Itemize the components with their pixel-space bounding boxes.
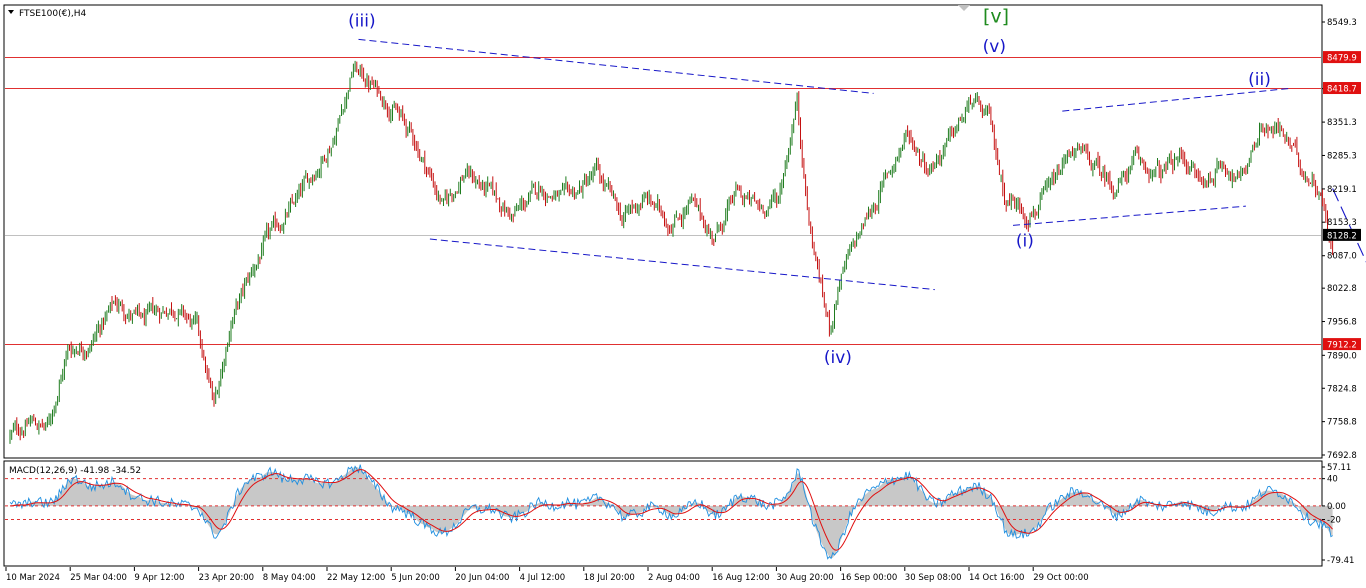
price-tick-label: 8219.1 xyxy=(1327,185,1357,195)
time-tick-label: 29 Oct 00:00 xyxy=(1033,573,1088,583)
price-tick-label: 8351.3 xyxy=(1327,118,1357,128)
macd-title: MACD(12,26,9) -41.98 -34.52 xyxy=(9,466,141,476)
time-axis: 10 Mar 2024 25 Mar 04:00 9 Apr 12:00 23 Apr… xyxy=(5,567,1089,583)
time-tick-label: 20 Jun 04:00 xyxy=(455,573,509,583)
time-tick-label: 5 Jun 20:00 xyxy=(391,573,440,583)
horizontal-levels xyxy=(5,57,1321,345)
price-tick-label: 7890.0 xyxy=(1327,351,1357,361)
price-tick-label: 8549.3 xyxy=(1327,18,1357,28)
level-tag-label: 8479.9 xyxy=(1327,54,1357,64)
channel-line xyxy=(429,238,935,291)
time-tick-label: 16 Sep 00:00 xyxy=(841,573,898,583)
macd-axis: 57.11 40 0.00 -20 -79.41 xyxy=(1322,463,1354,566)
time-tick-label: 9 Apr 12:00 xyxy=(134,573,184,583)
channel-line xyxy=(1012,205,1246,226)
time-tick-label: 23 Apr 20:00 xyxy=(199,573,254,583)
price-tick-label: 8087.0 xyxy=(1327,252,1357,262)
price-tick-label: 8153.3 xyxy=(1327,218,1357,228)
time-tick-label: 30 Sep 08:00 xyxy=(905,573,962,583)
wave-channel-lines xyxy=(358,38,1291,291)
macd-line xyxy=(9,464,1333,560)
level-tag-label: 7912.2 xyxy=(1327,341,1357,351)
projection-path xyxy=(1332,188,1366,263)
macd-tick-label: 57.11 xyxy=(1327,463,1351,473)
time-tick-label: 14 Oct 16:00 xyxy=(969,573,1024,583)
current-price-tag xyxy=(1323,228,1361,241)
time-tick-label: 30 Aug 20:00 xyxy=(776,573,833,583)
wave-labels: (iii)[v](v)(iv)(i)(ii)(iii) xyxy=(348,6,1271,368)
price-tick-label: 7956.8 xyxy=(1327,318,1357,328)
candles xyxy=(9,60,1334,444)
symbol-title: FTSE100(€),H4 xyxy=(19,9,86,19)
macd-tick-label: -79.41 xyxy=(1327,556,1354,566)
macd-plot xyxy=(5,464,1333,560)
time-tick-label: 8 May 04:00 xyxy=(263,573,316,583)
level-tag xyxy=(1323,82,1361,95)
level-tag xyxy=(1323,338,1361,351)
wave-label: [v] xyxy=(983,6,1009,28)
price-axis: 8549.38417.58351.38285.38219.18153.38087… xyxy=(1322,18,1361,461)
time-tick-label: 18 Jul 20:00 xyxy=(584,573,635,583)
time-tick-label: 16 Aug 12:00 xyxy=(712,573,769,583)
channel-line xyxy=(1062,87,1291,112)
signal-line xyxy=(9,469,1333,551)
projection-segment xyxy=(1332,188,1366,263)
price-tick-label: 8285.3 xyxy=(1327,151,1357,161)
price-tick-label: 8022.8 xyxy=(1327,284,1357,294)
macd-tick-label: 40 xyxy=(1327,475,1338,485)
wave-label: (i) xyxy=(1016,232,1034,252)
channel-line xyxy=(358,38,874,94)
price-tick-label: 7824.8 xyxy=(1327,384,1357,394)
wave-label: (iii) xyxy=(348,12,375,32)
level-tag xyxy=(1323,51,1361,64)
current-price-tag-label: 8128.2 xyxy=(1327,231,1357,241)
shift-marker-icon[interactable] xyxy=(958,5,970,11)
wave-label: (v) xyxy=(983,37,1006,57)
wave-label: (iv) xyxy=(824,348,852,368)
macd-tick-label: 0.00 xyxy=(1327,502,1346,512)
macd-tick-label: -20 xyxy=(1327,516,1341,526)
collapse-triangle-icon[interactable] xyxy=(8,10,14,14)
time-tick-label: 4 Jul 12:00 xyxy=(520,573,566,583)
time-tick-label: 22 May 12:00 xyxy=(327,573,385,583)
time-tick-label: 25 Mar 04:00 xyxy=(70,573,127,583)
price-panel-frame xyxy=(3,4,1323,459)
time-tick-label: 10 Mar 2024 xyxy=(6,573,60,583)
level-tag-label: 8418.7 xyxy=(1327,85,1357,95)
price-tick-label: 7692.8 xyxy=(1327,451,1357,461)
wave-label: (ii) xyxy=(1248,70,1271,90)
price-tick-label: 7758.8 xyxy=(1327,418,1357,428)
time-tick-label: 2 Aug 04:00 xyxy=(648,573,700,583)
